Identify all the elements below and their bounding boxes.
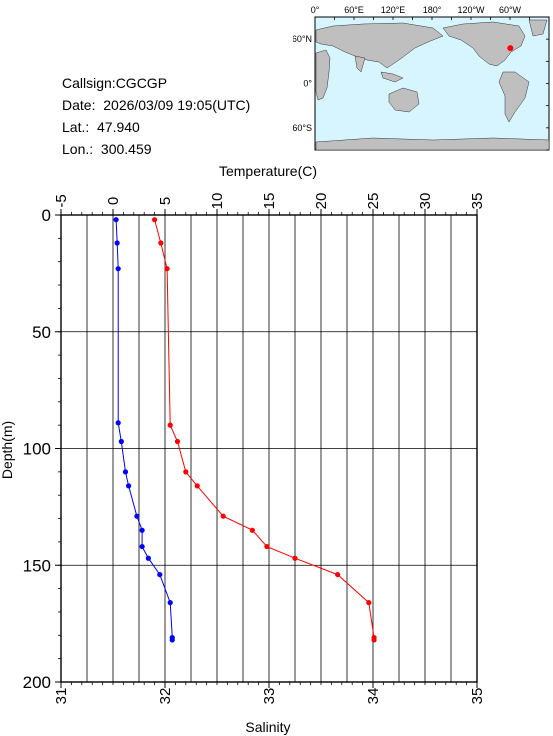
temperature-data-point bbox=[249, 527, 255, 533]
temperature-data-point bbox=[152, 217, 158, 223]
salinity-data-point bbox=[114, 240, 120, 246]
temperature-tick-label: 10 bbox=[209, 193, 226, 210]
salinity-tick-label: 33 bbox=[261, 688, 278, 705]
map-longitude-label: 60°W bbox=[499, 6, 522, 15]
map-land-africa bbox=[315, 49, 331, 101]
temperature-data-point bbox=[366, 600, 372, 606]
salinity-data-point bbox=[157, 571, 163, 578]
salinity-data-point bbox=[139, 527, 145, 533]
location-map: 0° 60°E 120°E 180° 120°W 60°W 60°N 0° 60°S bbox=[293, 6, 550, 151]
temperature-data-point bbox=[183, 469, 189, 475]
date-label: Date: 2026/03/09 19:05(UTC) bbox=[62, 97, 251, 113]
chart-series bbox=[113, 217, 377, 643]
map-land-australia bbox=[388, 87, 420, 113]
temperature-profile-line bbox=[154, 219, 375, 640]
salinity-tick-label: 34 bbox=[365, 688, 382, 705]
map-longitude-label: 120°W bbox=[457, 6, 485, 15]
temperature-data-point bbox=[194, 483, 200, 489]
salinity-tick-label: 31 bbox=[53, 688, 70, 705]
station-location-marker bbox=[507, 45, 514, 52]
temperature-data-point bbox=[167, 422, 173, 428]
salinity-tick-label: 32 bbox=[157, 688, 174, 705]
latitude-label: Lat.: 47.940 bbox=[62, 119, 140, 135]
salinity-data-point bbox=[122, 469, 129, 475]
map-land-india bbox=[354, 55, 366, 73]
depth-tick-label: 0 bbox=[42, 206, 51, 225]
map-longitude-labels: 0° 60°E 120°E 180° 120°W 60°W bbox=[311, 6, 522, 15]
temperature-data-point bbox=[174, 438, 181, 445]
map-land-south-america bbox=[498, 71, 530, 123]
map-latitude-label: 0° bbox=[303, 79, 312, 89]
map-longitude-label: 120°E bbox=[381, 6, 406, 15]
map-longitude-label: 180° bbox=[423, 6, 442, 15]
depth-tick-label: 150 bbox=[23, 556, 51, 575]
salinity-data-point bbox=[167, 600, 173, 606]
salinity-tick-label: 35 bbox=[469, 688, 486, 705]
temperature-tick-label: 25 bbox=[365, 193, 382, 210]
depth-tick-label: 50 bbox=[32, 323, 51, 342]
callsign-label: Callsign:CGCGP bbox=[62, 75, 168, 91]
map-land-indonesia bbox=[380, 71, 404, 83]
temperature-data-point bbox=[264, 543, 270, 550]
salinity-profile-line bbox=[115, 219, 173, 640]
depth-tick-label: 100 bbox=[23, 440, 51, 459]
temperature-data-point bbox=[292, 555, 298, 561]
depth-tick-label: 200 bbox=[23, 673, 51, 692]
temperature-data-point bbox=[158, 240, 164, 246]
salinity-data-point bbox=[118, 438, 124, 445]
temperature-tick-label: 20 bbox=[313, 193, 330, 210]
temperature-data-point bbox=[220, 513, 226, 519]
map-frame-ticks bbox=[314, 16, 550, 151]
map-latitude-labels: 60°N 0° 60°S bbox=[293, 34, 312, 133]
salinity-data-point bbox=[115, 420, 121, 426]
map-land-antarctica bbox=[315, 137, 550, 151]
temperature-tick-label: 0 bbox=[105, 197, 122, 205]
temperature-tick-label: -5 bbox=[53, 194, 70, 207]
salinity-data-point bbox=[126, 483, 132, 489]
temperature-tick-label: 5 bbox=[157, 197, 174, 205]
temperature-axis-title: Temperature(C) bbox=[219, 163, 317, 179]
salinity-axis-title: Salinity bbox=[245, 719, 290, 735]
map-longitude-label: 0° bbox=[311, 6, 320, 15]
map-landmasses bbox=[315, 19, 550, 151]
temperature-data-point bbox=[371, 637, 377, 643]
map-latitude-label: 60°S bbox=[293, 123, 312, 133]
salinity-data-point bbox=[145, 555, 151, 561]
map-land-eurasia bbox=[315, 22, 444, 69]
temperature-data-point bbox=[164, 266, 170, 272]
temperature-data-point bbox=[335, 571, 341, 578]
map-land-north-america bbox=[442, 21, 526, 67]
salinity-data-point bbox=[134, 513, 140, 519]
salinity-data-point bbox=[115, 266, 121, 272]
chart-grid bbox=[60, 214, 478, 683]
salinity-data-point bbox=[139, 543, 145, 550]
salinity-data-point bbox=[169, 637, 175, 643]
map-longitude-label: 60°E bbox=[344, 6, 364, 15]
depth-axis-title: Depth(m) bbox=[0, 421, 15, 479]
station-info: Callsign:CGCGP Date: 2026/03/09 19:05(UT… bbox=[62, 72, 250, 160]
salinity-data-point bbox=[113, 217, 119, 223]
map-latitude-label: 60°N bbox=[293, 34, 312, 44]
longitude-label: Lon.: 300.459 bbox=[62, 141, 152, 157]
temperature-tick-label: 35 bbox=[469, 193, 486, 210]
temperature-tick-label: 15 bbox=[261, 193, 278, 210]
map-land-greenland bbox=[528, 19, 548, 37]
temperature-tick-label: 30 bbox=[417, 193, 434, 210]
